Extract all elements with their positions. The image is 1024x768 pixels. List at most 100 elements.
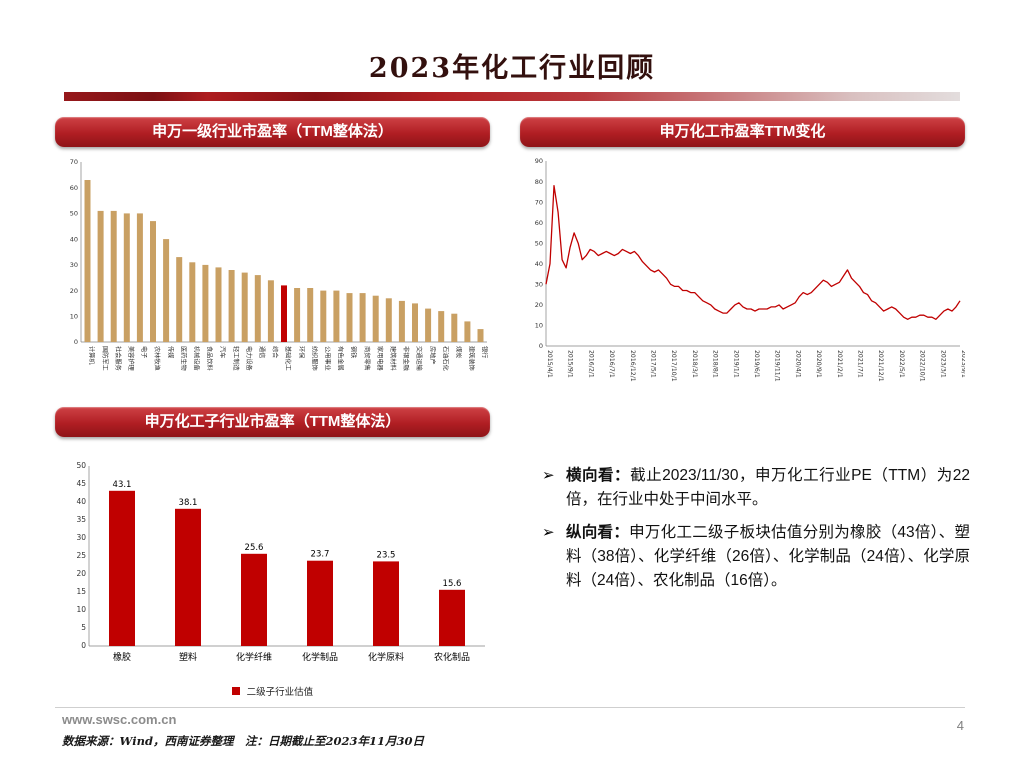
- page-number: 4: [956, 718, 964, 733]
- svg-text:有色金属: 有色金属: [337, 346, 345, 371]
- svg-text:45: 45: [76, 479, 86, 488]
- svg-text:建筑材料: 建筑材料: [389, 346, 397, 371]
- svg-text:90: 90: [535, 157, 543, 165]
- svg-text:建筑装饰: 建筑装饰: [468, 346, 476, 371]
- svg-text:2018/3/1: 2018/3/1: [691, 350, 698, 378]
- svg-text:机械设备: 机械设备: [193, 346, 201, 372]
- svg-text:5: 5: [81, 623, 86, 632]
- svg-text:2019/1/1: 2019/1/1: [732, 350, 739, 378]
- svg-text:43.1: 43.1: [113, 480, 132, 490]
- panel-header-pe-change: 申万化工市盈率TTM变化: [520, 117, 965, 147]
- svg-text:社会服务: 社会服务: [114, 346, 122, 371]
- svg-text:塑料: 塑料: [179, 651, 197, 663]
- panel-header-sub-industry-pe: 申万化工子行业市盈率（TTM整体法）: [55, 407, 490, 437]
- bullet-lead: 纵向看：: [566, 524, 630, 542]
- svg-text:橡胶: 橡胶: [113, 651, 131, 663]
- svg-text:2023/3/1: 2023/3/1: [939, 350, 946, 378]
- svg-text:农化制品: 农化制品: [434, 651, 470, 663]
- svg-text:23.7: 23.7: [311, 550, 330, 560]
- svg-text:银行: 银行: [481, 346, 489, 358]
- svg-text:10: 10: [535, 322, 543, 330]
- svg-text:25.6: 25.6: [245, 543, 264, 553]
- legend-label: 二级子行业估值: [246, 687, 314, 698]
- svg-text:10: 10: [70, 312, 78, 320]
- bullet-item: ➢ 横向看：截止2023/11/30，申万化工行业PE（TTM）为22倍，在行业…: [542, 464, 970, 512]
- bullet-item: ➢ 纵向看：申万化工二级子板块估值分别为橡胶（43倍）、塑料（38倍）、化学纤维…: [542, 521, 970, 593]
- svg-text:40: 40: [76, 497, 86, 506]
- svg-text:15.6: 15.6: [443, 579, 462, 589]
- source-note: 数据来源：Wind，西南证券整理 注：日期截止至2023年11月30日: [62, 734, 424, 748]
- svg-text:20: 20: [535, 301, 543, 309]
- svg-text:70: 70: [535, 198, 543, 206]
- svg-text:30: 30: [535, 281, 543, 289]
- svg-text:2016/7/1: 2016/7/1: [608, 350, 615, 378]
- svg-text:2015/4/1: 2015/4/1: [546, 350, 553, 378]
- industry-pe-bar-chart: 0 10 20 30 40 50 60 70 计算机 国防军工 社会服务 美容护理 电子 农林牧渔 传媒 医药…: [70, 158, 489, 372]
- svg-text:2021/2/1: 2021/2/1: [836, 350, 843, 378]
- svg-text:2020/9/1: 2020/9/1: [815, 350, 822, 378]
- svg-text:2017/10/1: 2017/10/1: [670, 350, 677, 382]
- svg-text:轻工制造: 轻工制造: [232, 346, 240, 371]
- panel-header-industry-pe: 申万一级行业市盈率（TTM整体法）: [55, 117, 490, 147]
- chart-legend: 二级子行业估值: [55, 684, 490, 698]
- svg-text:2020/4/1: 2020/4/1: [794, 350, 801, 378]
- svg-text:煤炭: 煤炭: [454, 346, 462, 358]
- svg-text:0: 0: [81, 641, 86, 650]
- svg-text:40: 40: [70, 235, 78, 243]
- svg-text:医药生物: 医药生物: [179, 346, 187, 371]
- svg-text:2023/9/1: 2023/9/1: [960, 350, 965, 378]
- svg-text:商贸零售: 商贸零售: [363, 346, 371, 371]
- svg-text:2017/5/1: 2017/5/1: [650, 350, 657, 378]
- svg-text:农林牧渔: 农林牧渔: [153, 346, 161, 371]
- legend-swatch-icon: [231, 687, 240, 695]
- footer-url-link[interactable]: www.swsc.com.cn: [62, 712, 177, 727]
- svg-text:电力设备: 电力设备: [245, 346, 253, 372]
- title-divider: [64, 92, 960, 101]
- bullet-text: 截止2023/11/30，申万化工行业PE（TTM）为22倍，在行业中处于中间水…: [566, 467, 970, 509]
- svg-text:家用电器: 家用电器: [376, 346, 384, 372]
- svg-text:环保: 环保: [297, 346, 305, 359]
- svg-text:0: 0: [539, 342, 543, 350]
- svg-text:美容护理: 美容护理: [127, 346, 135, 371]
- svg-text:通信: 通信: [258, 346, 266, 358]
- svg-text:2019/11/1: 2019/11/1: [774, 350, 781, 382]
- svg-text:化学制品: 化学制品: [302, 651, 338, 663]
- svg-text:0: 0: [74, 338, 78, 346]
- svg-text:20: 20: [70, 287, 78, 295]
- svg-text:70: 70: [70, 158, 78, 166]
- svg-text:2019/6/1: 2019/6/1: [753, 350, 760, 378]
- svg-text:60: 60: [70, 184, 78, 192]
- svg-text:基础化工: 基础化工: [284, 346, 292, 371]
- svg-text:公用事业: 公用事业: [323, 346, 331, 371]
- bullet-text: 申万化工二级子板块估值分别为橡胶（43倍）、塑料（38倍）、化学纤维（26倍）、…: [566, 524, 970, 590]
- svg-text:38.1: 38.1: [179, 498, 198, 508]
- page-title: 2023年化工行业回顾: [368, 53, 656, 84]
- svg-text:计算机: 计算机: [88, 346, 96, 365]
- bullet-text-block: 纵向看：申万化工二级子板块估值分别为橡胶（43倍）、塑料（38倍）、化学纤维（2…: [566, 521, 970, 593]
- svg-text:2021/12/1: 2021/12/1: [877, 350, 884, 382]
- svg-text:2018/8/1: 2018/8/1: [712, 350, 719, 378]
- svg-text:50: 50: [535, 239, 543, 247]
- bullet-lead: 横向看：: [566, 467, 631, 484]
- svg-text:30: 30: [70, 261, 78, 269]
- footer-divider: [55, 707, 965, 708]
- svg-text:传媒: 传媒: [166, 346, 174, 359]
- svg-text:纺织服饰: 纺织服饰: [310, 346, 318, 371]
- svg-text:2022/10/1: 2022/10/1: [919, 350, 926, 382]
- sub-industry-pe-bar-chart: 0 5 10 15 20 25 30 35 40 45 50 43.1 橡胶 38.1 塑料 25.6 化学纤维…: [76, 461, 485, 663]
- bullet-text-block: 横向看：截止2023/11/30，申万化工行业PE（TTM）为22倍，在行业中处…: [566, 464, 970, 512]
- svg-text:综合: 综合: [271, 346, 279, 358]
- svg-text:40: 40: [535, 260, 543, 268]
- svg-text:2021/7/1: 2021/7/1: [857, 350, 864, 378]
- svg-text:2016/2/1: 2016/2/1: [587, 350, 594, 378]
- svg-text:电子: 电子: [140, 346, 148, 358]
- svg-text:35: 35: [76, 515, 86, 524]
- svg-text:房地产: 房地产: [428, 346, 436, 365]
- svg-text:80: 80: [535, 178, 543, 186]
- svg-text:15: 15: [76, 587, 86, 596]
- svg-text:化学原料: 化学原料: [368, 651, 404, 663]
- svg-text:钢铁: 钢铁: [350, 346, 358, 358]
- svg-text:国防军工: 国防军工: [101, 346, 109, 371]
- svg-text:2022/5/1: 2022/5/1: [898, 350, 905, 378]
